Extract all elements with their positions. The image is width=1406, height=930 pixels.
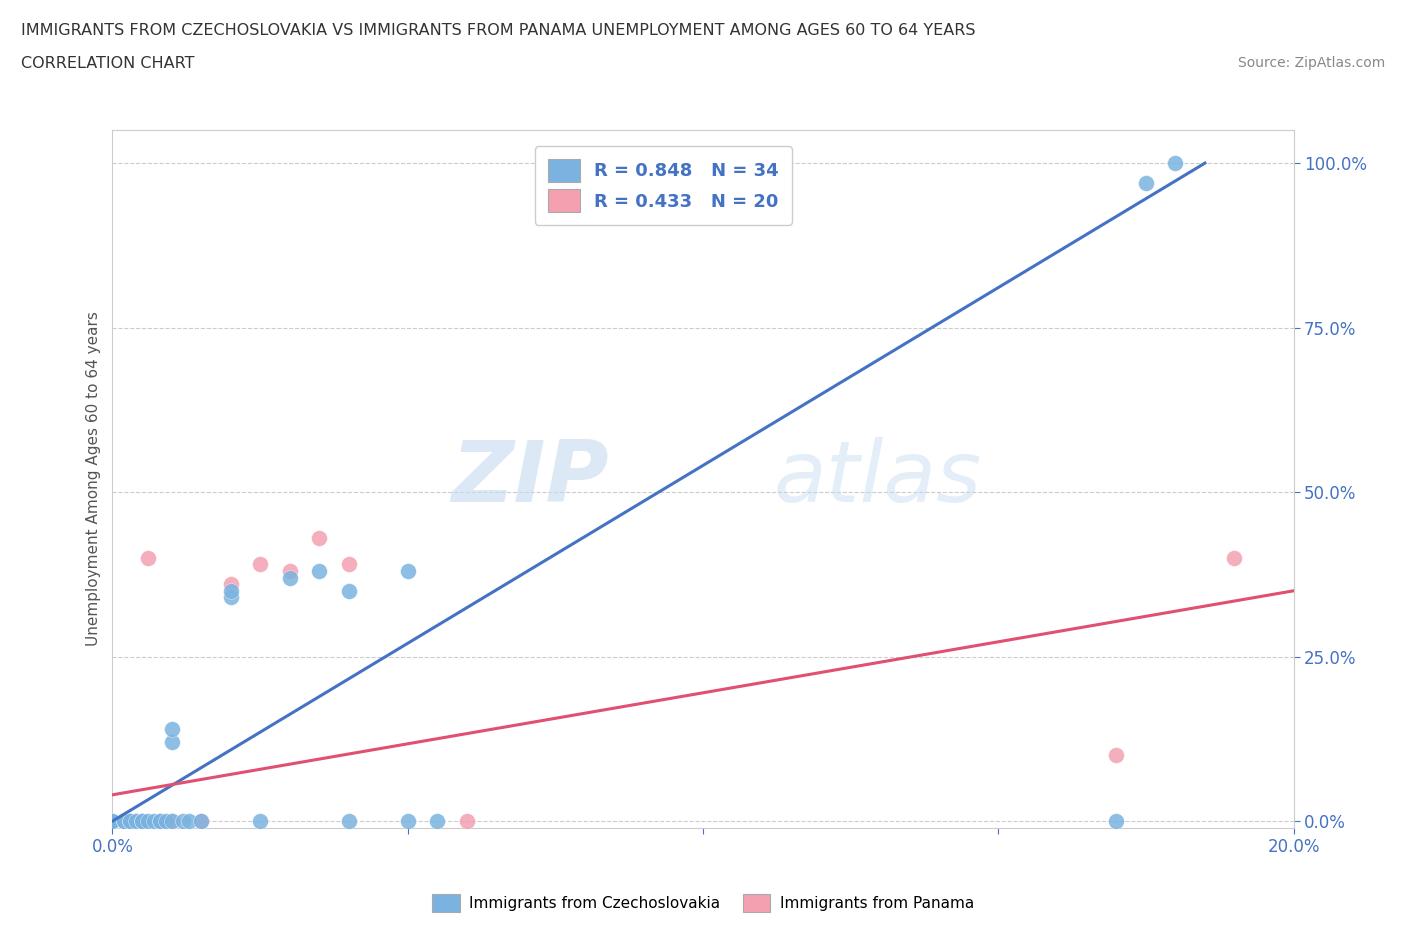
- Text: IMMIGRANTS FROM CZECHOSLOVAKIA VS IMMIGRANTS FROM PANAMA UNEMPLOYMENT AMONG AGES: IMMIGRANTS FROM CZECHOSLOVAKIA VS IMMIGR…: [21, 23, 976, 38]
- Point: [179, 814, 201, 829]
- Point: [136, 814, 159, 829]
- Point: [190, 814, 212, 829]
- Point: [155, 814, 177, 829]
- Point: [101, 814, 124, 829]
- Point: [337, 814, 360, 829]
- Point: [160, 722, 183, 737]
- Text: Source: ZipAtlas.com: Source: ZipAtlas.com: [1237, 56, 1385, 70]
- Point: [278, 570, 301, 585]
- Text: ZIP: ZIP: [451, 437, 609, 521]
- Point: [149, 814, 172, 829]
- Point: [396, 814, 419, 829]
- Point: [396, 564, 419, 578]
- Point: [219, 577, 242, 591]
- Point: [160, 735, 183, 750]
- Text: CORRELATION CHART: CORRELATION CHART: [21, 56, 194, 71]
- Point: [120, 814, 142, 829]
- Point: [1135, 176, 1157, 191]
- Point: [101, 814, 124, 829]
- Point: [131, 814, 153, 829]
- Point: [160, 814, 183, 829]
- Point: [131, 814, 153, 829]
- Point: [219, 590, 242, 604]
- Legend: Immigrants from Czechoslovakia, Immigrants from Panama: Immigrants from Czechoslovakia, Immigran…: [426, 888, 980, 918]
- Point: [426, 814, 449, 829]
- Point: [337, 583, 360, 598]
- Point: [101, 814, 124, 829]
- Point: [112, 814, 135, 829]
- Point: [149, 814, 172, 829]
- Point: [101, 814, 124, 829]
- Text: atlas: atlas: [773, 437, 981, 521]
- Point: [1105, 814, 1128, 829]
- Point: [308, 564, 330, 578]
- Point: [160, 814, 183, 829]
- Point: [337, 557, 360, 572]
- Point: [125, 814, 148, 829]
- Point: [101, 814, 124, 829]
- Point: [1223, 551, 1246, 565]
- Legend: R = 0.848   N = 34, R = 0.433   N = 20: R = 0.848 N = 34, R = 0.433 N = 20: [534, 146, 792, 225]
- Point: [308, 531, 330, 546]
- Point: [249, 557, 271, 572]
- Point: [172, 814, 194, 829]
- Point: [1164, 155, 1187, 170]
- Point: [101, 814, 124, 829]
- Point: [136, 551, 159, 565]
- Point: [112, 814, 135, 829]
- Point: [120, 814, 142, 829]
- Point: [249, 814, 271, 829]
- Y-axis label: Unemployment Among Ages 60 to 64 years: Unemployment Among Ages 60 to 64 years: [86, 312, 101, 646]
- Point: [278, 564, 301, 578]
- Point: [1105, 748, 1128, 763]
- Point: [219, 583, 242, 598]
- Point: [125, 814, 148, 829]
- Point: [190, 814, 212, 829]
- Point: [120, 814, 142, 829]
- Point: [149, 814, 172, 829]
- Point: [112, 814, 135, 829]
- Point: [131, 814, 153, 829]
- Point: [142, 814, 165, 829]
- Point: [101, 814, 124, 829]
- Point: [456, 814, 478, 829]
